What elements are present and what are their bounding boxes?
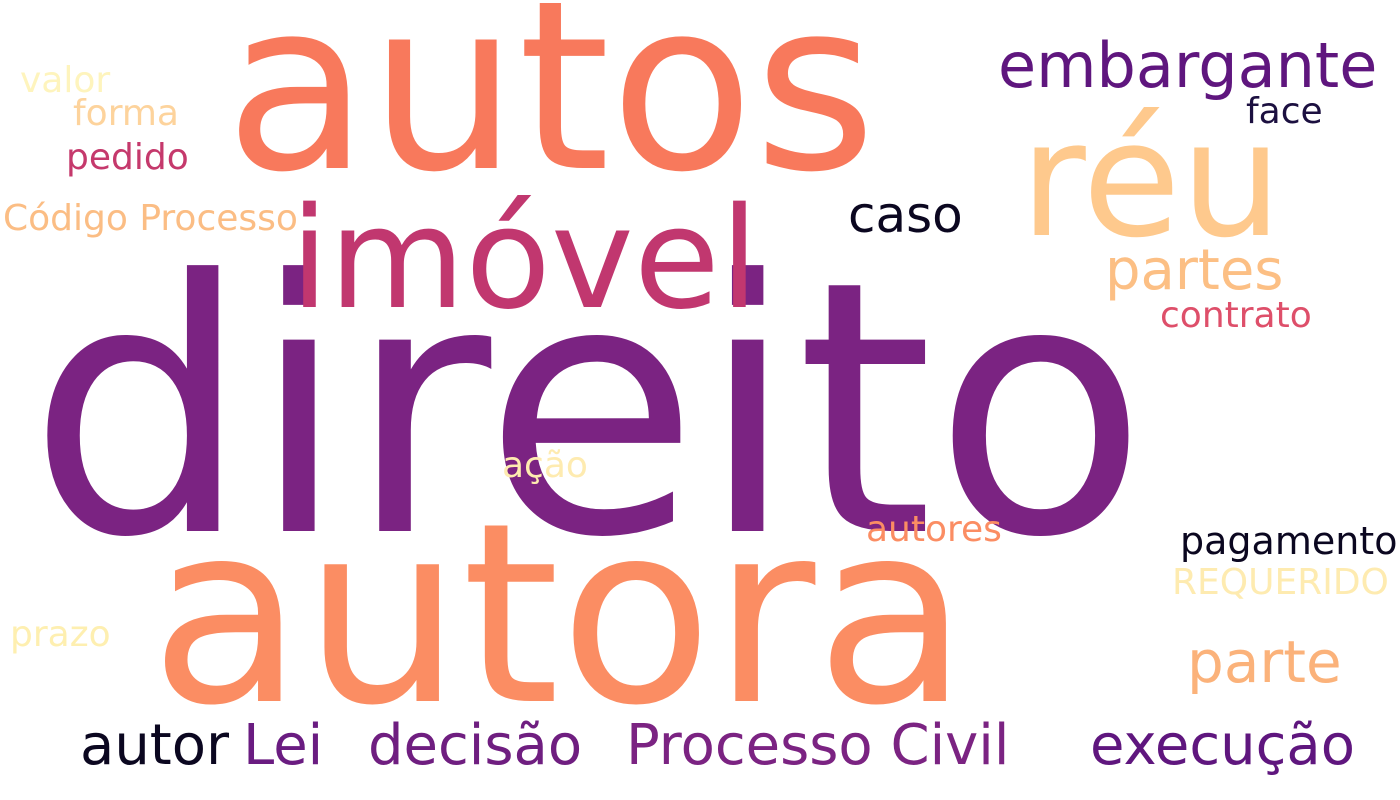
word-partes: partes (1105, 238, 1284, 303)
word-reu: réu (1020, 86, 1283, 273)
word-prazo: prazo (10, 614, 111, 655)
word-autor: autor (80, 713, 230, 778)
word-caso: caso (848, 186, 963, 244)
word-pagamento: pagamento (1180, 519, 1398, 563)
word-decisao: decisão (368, 713, 583, 778)
word-contrato: contrato (1160, 295, 1312, 336)
word-autos: autos (225, 0, 877, 224)
word-forma: forma (73, 93, 179, 134)
word-direito: direito (28, 206, 1148, 614)
word-embargante: embargante (998, 29, 1378, 102)
word-requerido: REQUERIDO (1172, 562, 1389, 603)
word-parte: parte (1187, 628, 1342, 696)
word-autora: autora (150, 469, 969, 760)
word-pedido: pedido (66, 137, 189, 178)
word-acao: ação (502, 445, 588, 486)
word-codigo-processo: Código Processo (3, 198, 298, 239)
word-autores: autores (866, 509, 1002, 550)
word-execucao: execução (1090, 713, 1355, 778)
word-processo-civil: Processo Civil (626, 713, 1010, 778)
word-imovel: imóvel (290, 178, 759, 341)
word-lei: Lei (243, 713, 324, 778)
word-face: face (1246, 91, 1323, 132)
word-valor: valor (20, 60, 111, 101)
